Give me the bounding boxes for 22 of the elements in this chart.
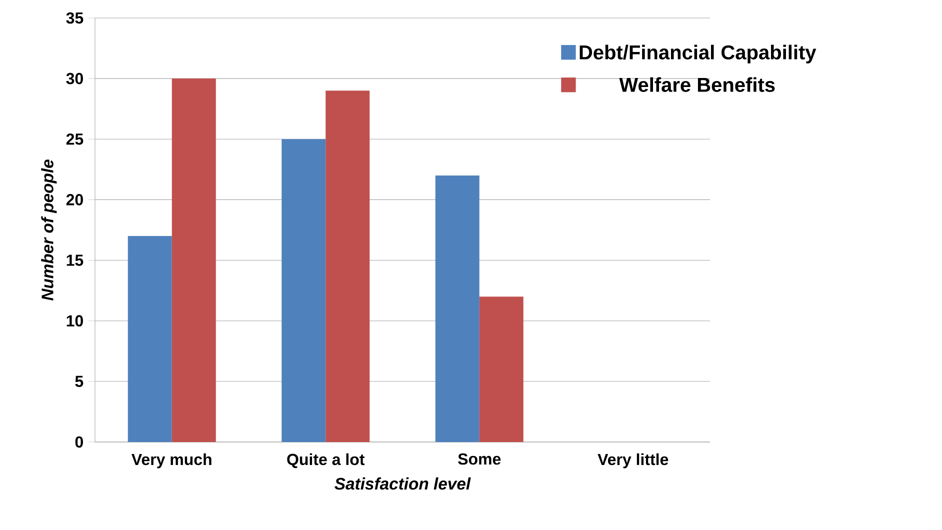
legend-label: Welfare Benefits: [619, 77, 775, 92]
legend-label: Debt/Financial Capability: [580, 44, 816, 64]
y-tick-label: 30: [66, 72, 83, 84]
bar: [172, 78, 216, 442]
x-axis-title: Satisfaction level: [334, 477, 471, 490]
x-tick-label: Quite a lot: [287, 453, 365, 468]
y-tick-label: 25: [66, 133, 84, 145]
y-tick-label: 20: [66, 194, 83, 206]
x-tick-label: Very much: [132, 453, 212, 468]
bar: [282, 139, 326, 442]
x-tick-label: Some: [458, 453, 501, 465]
bar: [326, 90, 370, 442]
bar: [479, 296, 524, 442]
y-tick-label: 10: [66, 315, 83, 326]
y-tick-label: 0: [75, 436, 83, 448]
y-axis-title: Number of people: [41, 160, 57, 301]
bar: [128, 236, 172, 442]
y-tick-label: 15: [66, 254, 84, 266]
y-tick-label: 35: [66, 12, 84, 24]
x-tick-label: Very little: [598, 453, 668, 468]
bar: [435, 175, 480, 442]
y-tick-label: 5: [75, 376, 84, 387]
